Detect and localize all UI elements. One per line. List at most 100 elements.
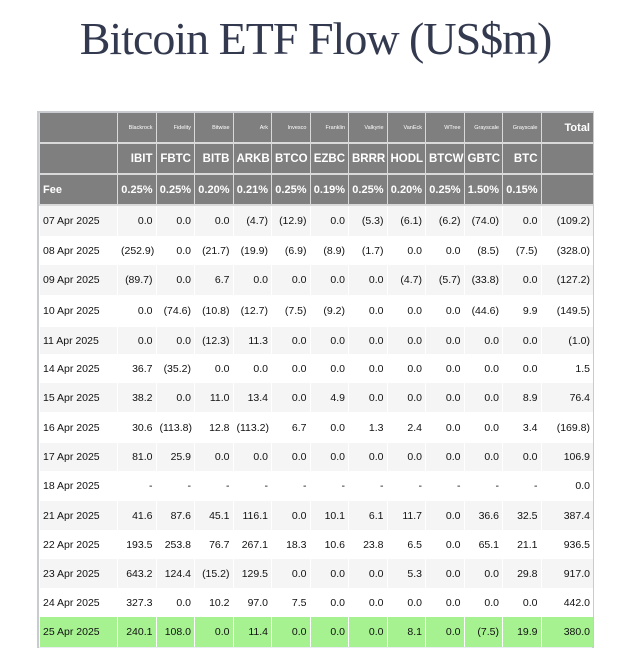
- flow-value-cell: 0.0: [232, 354, 272, 383]
- total-value-cell: (328.0): [540, 236, 593, 265]
- flow-value-cell: 0.0: [463, 588, 503, 617]
- flow-value-cell: (15.2): [194, 559, 233, 588]
- flow-value-cell: 0.0: [194, 205, 233, 236]
- flow-value-cell: 29.8: [502, 559, 541, 588]
- flow-value-cell: 0.0: [309, 617, 349, 647]
- flow-value-cell: (44.6): [463, 295, 503, 327]
- flow-value-cell: 9.9: [502, 295, 541, 327]
- flow-value-cell: 0.0: [425, 559, 464, 588]
- date-cell: 17 Apr 2025: [39, 443, 118, 471]
- etf-flow-table: Blackrock Fidelity Bitwise Ark Invesco Frankl…: [39, 113, 593, 647]
- total-value-cell: 380.0: [540, 617, 593, 647]
- flow-value-cell: (12.3): [194, 327, 233, 354]
- ticker-header-cell: EZBC: [309, 143, 349, 175]
- flow-value-cell: 12.8: [194, 412, 233, 443]
- flow-value-cell: 8.1: [386, 617, 426, 647]
- flow-value-cell: 0.0: [271, 559, 310, 588]
- flow-value-cell: 0.0: [232, 265, 272, 295]
- sponsor-header-cell: VanEck: [386, 113, 426, 144]
- flow-value-cell: 0.0: [502, 205, 541, 236]
- flow-value-cell: 6.7: [194, 265, 233, 295]
- page-title: Bitcoin ETF Flow (US$m): [79, 13, 553, 64]
- table-row: 18 Apr 2025- - - - - - - - - - -0.0: [39, 471, 593, 501]
- flow-value-cell: 87.6: [155, 501, 195, 530]
- flow-value-cell: 0.0: [502, 443, 541, 471]
- flow-value-cell: 0.0: [194, 443, 233, 471]
- table-row: 09 Apr 2025 (89.7) 0.0 6.7 0.0 0.0 0.0 0.0 (4.7)…: [39, 265, 593, 295]
- flow-value-cell: (74.0): [463, 205, 503, 236]
- flow-value-cell: (12.7): [232, 295, 272, 327]
- flow-value-cell: 11.4: [232, 617, 272, 647]
- total-value-cell: (1.0): [540, 327, 593, 354]
- total-value-cell: 442.0: [540, 588, 593, 617]
- flow-value-cell: 5.3: [386, 559, 426, 588]
- table-row: 16 Apr 2025 30.6 (113.8) 12.8 (113.2) 6.7 0.0 1…: [39, 412, 593, 443]
- flow-value-cell: 0.0: [348, 383, 387, 412]
- flow-value-cell: -: [271, 471, 310, 501]
- flow-value-cell: (1.7): [348, 236, 387, 265]
- fee-cell: 0.20%: [386, 174, 426, 206]
- flow-value-cell: 0.0: [386, 236, 426, 265]
- flow-value-cell: -: [117, 471, 156, 501]
- flow-value-cell: (21.7): [194, 236, 233, 265]
- flow-value-cell: 11.3: [232, 327, 272, 354]
- flow-value-cell: 0.0: [309, 265, 349, 295]
- flow-value-cell: 76.7: [194, 530, 233, 559]
- flow-value-cell: 19.9: [502, 617, 541, 647]
- flow-value-cell: 0.0: [386, 295, 426, 327]
- flow-value-cell: 0.0: [425, 327, 464, 354]
- flow-value-cell: 0.0: [309, 443, 349, 471]
- flow-value-cell: 25.9: [155, 443, 195, 471]
- flow-value-cell: 0.0: [271, 617, 310, 647]
- fee-cell: 0.20%: [194, 174, 233, 206]
- flow-value-cell: 0.0: [348, 559, 387, 588]
- ticker-total-blank-cell: [540, 143, 593, 175]
- flow-value-cell: 0.0: [309, 327, 349, 354]
- flow-value-cell: (252.9): [117, 236, 156, 265]
- flow-value-cell: 0.0: [309, 354, 349, 383]
- flow-value-cell: (35.2): [155, 354, 195, 383]
- flow-value-cell: -: [232, 471, 272, 501]
- flow-value-cell: -: [425, 471, 464, 501]
- total-value-cell: 936.5: [540, 530, 593, 559]
- date-cell: 15 Apr 2025: [39, 383, 118, 412]
- table-row: 15 Apr 2025 38.2 0.0 11.0 13.4 0.0 4.9 0.0 0.0 0.…: [39, 383, 593, 412]
- table-row: 10 Apr 2025 0.0 (74.6) (10.8) (12.7) (7.5) (9.…: [39, 295, 593, 327]
- flow-value-cell: 0.0: [425, 443, 464, 471]
- fee-cell: 0.25%: [348, 174, 387, 206]
- flow-value-cell: 41.6: [117, 501, 156, 530]
- total-value-cell: 76.4: [540, 383, 593, 412]
- fee-cell: 0.25%: [425, 174, 464, 206]
- flow-value-cell: 108.0: [155, 617, 195, 647]
- ticker-header-cell: BTCO: [271, 143, 310, 175]
- table-row: 17 Apr 2025 81.0 25.9 0.0 0.0 0.0 0.0 0.0 0.0 0.0…: [39, 443, 593, 471]
- fee-cell: 0.15%: [502, 174, 541, 206]
- sponsor-header-cell: Fidelity: [155, 113, 195, 144]
- table-row: 07 Apr 2025 0.0 0.0 0.0 (4.7) (12.9) 0.0 (5.3)(…: [39, 205, 593, 236]
- flow-value-cell: 0.0: [425, 412, 464, 443]
- flow-value-cell: (9.2): [309, 295, 349, 327]
- flow-value-cell: 21.1: [502, 530, 541, 559]
- sponsor-header-cell: Valkyrie: [348, 113, 387, 144]
- date-cell: 18 Apr 2025: [39, 471, 118, 501]
- flow-value-cell: 327.3: [117, 588, 156, 617]
- flow-value-cell: 36.7: [117, 354, 156, 383]
- flow-value-cell: (74.6): [155, 295, 195, 327]
- total-header-cell: Total: [540, 113, 593, 144]
- flow-value-cell: 0.0: [309, 412, 349, 443]
- flow-value-cell: 0.0: [117, 327, 156, 354]
- flow-value-cell: (4.7): [386, 265, 426, 295]
- fee-label-cell: Fee: [39, 174, 118, 206]
- ticker-corner-cell: [39, 143, 118, 175]
- flow-value-cell: 45.1: [194, 501, 233, 530]
- flow-value-cell: (113.8): [155, 412, 195, 443]
- flow-value-cell: 10.2: [194, 588, 233, 617]
- total-value-cell: (109.2): [540, 205, 593, 236]
- total-value-cell: (127.2): [540, 265, 593, 295]
- flow-value-cell: 0.0: [348, 354, 387, 383]
- flow-value-cell: 13.4: [232, 383, 272, 412]
- flow-value-cell: (33.8): [463, 265, 503, 295]
- ticker-header-cell: BTC: [502, 143, 541, 175]
- flow-value-cell: (6.2): [425, 205, 464, 236]
- flow-value-cell: 0.0: [155, 327, 195, 354]
